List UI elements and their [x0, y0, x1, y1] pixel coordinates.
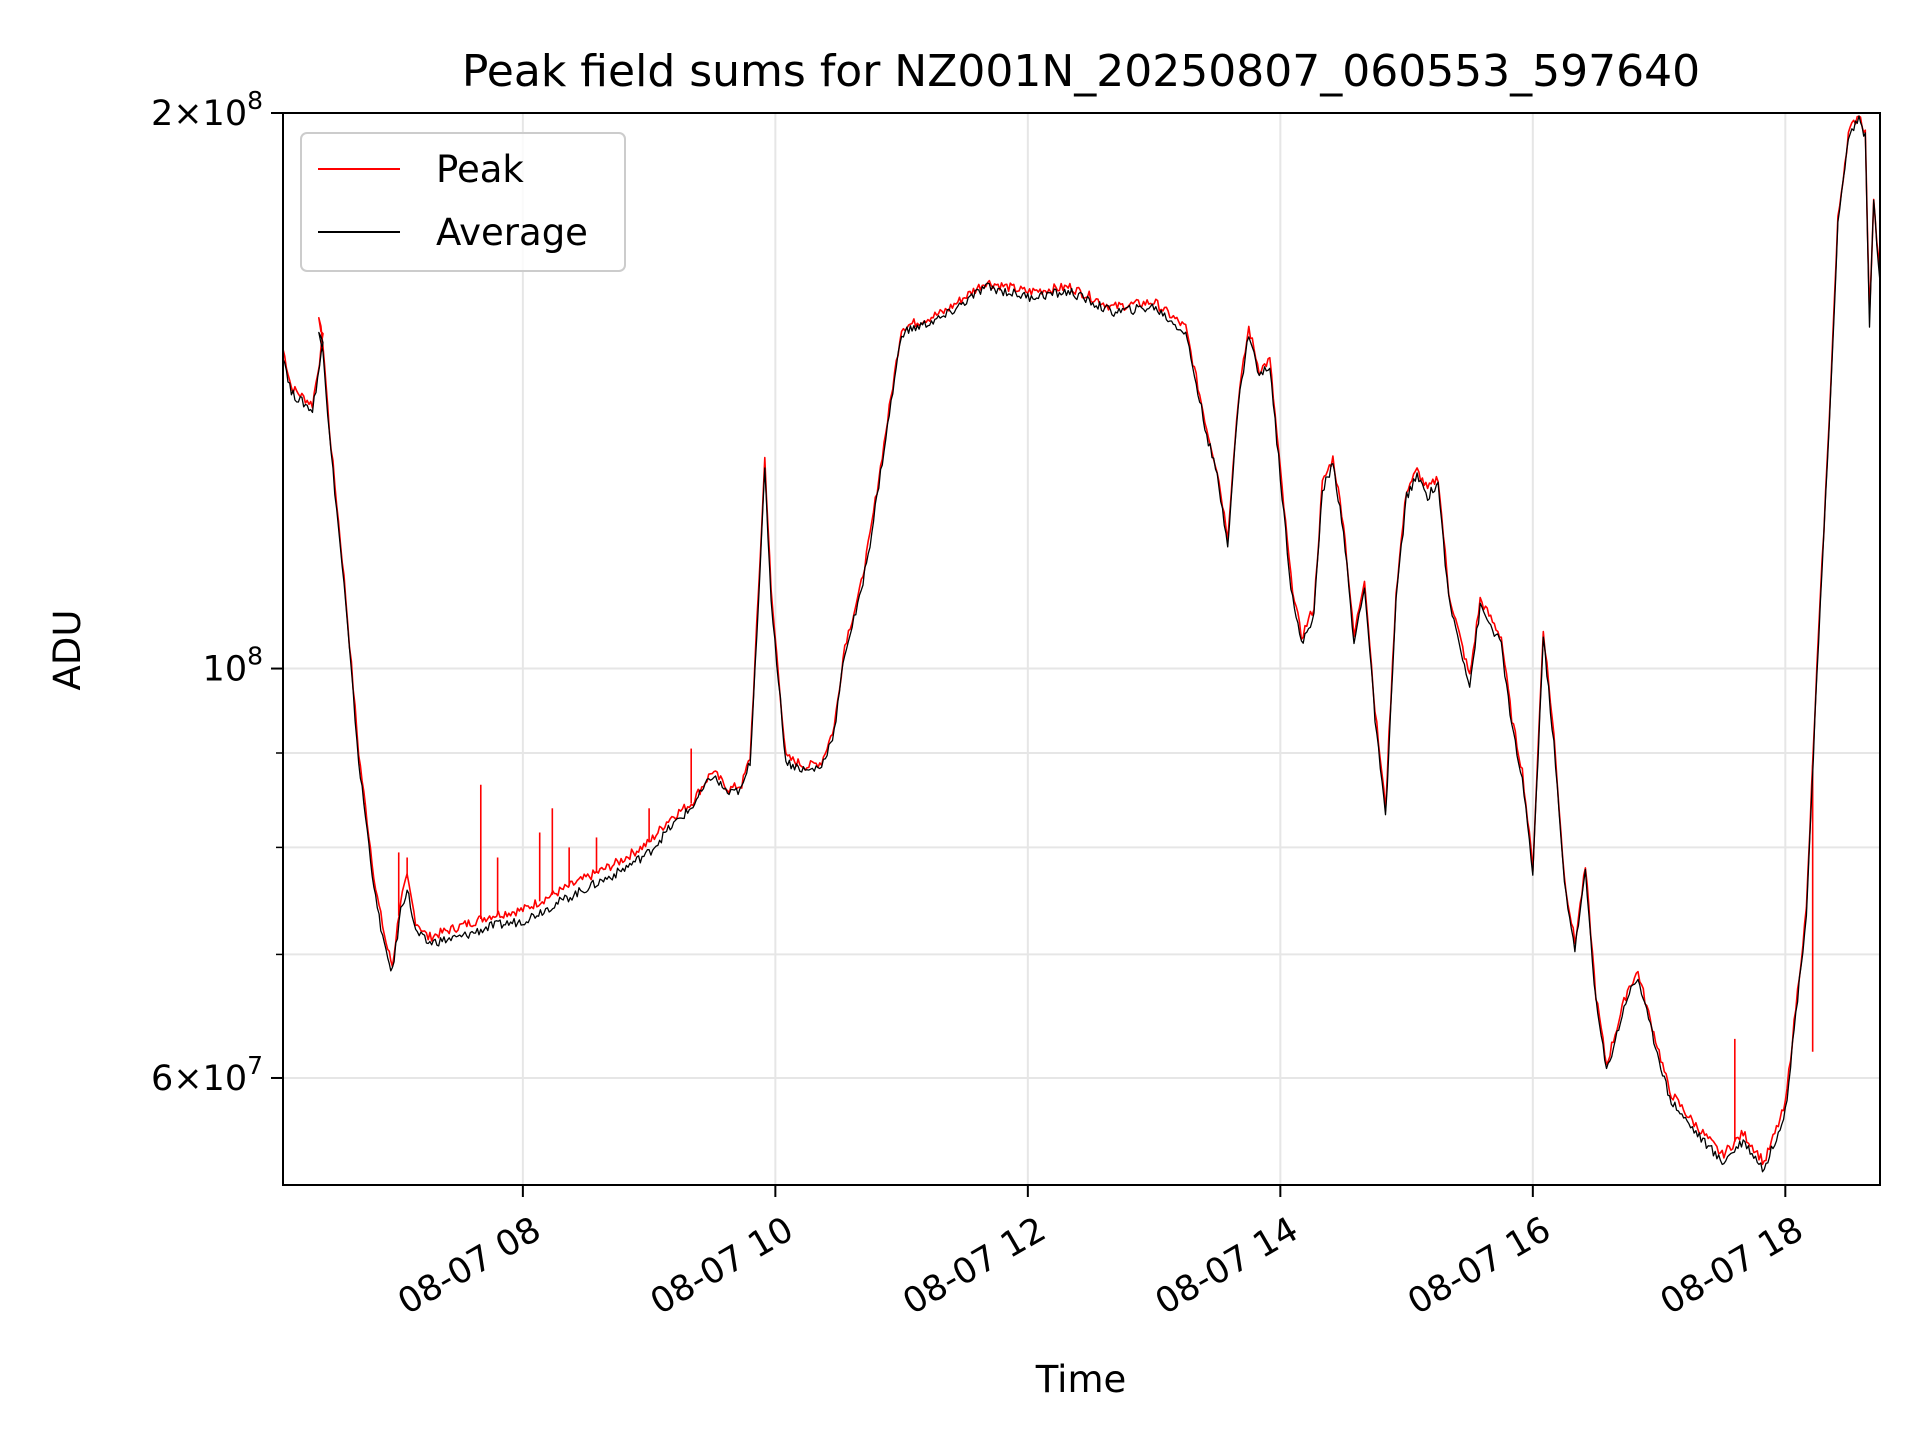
y-axis-label: ADU	[46, 610, 89, 691]
legend-label-peak: Peak	[436, 148, 524, 191]
plot-frame	[282, 112, 1881, 1186]
series-layer	[283, 115, 1880, 1173]
legend: Peak Average	[300, 132, 626, 272]
series-line-average	[283, 115, 1880, 1173]
y-tick-label: 2×108	[151, 86, 263, 134]
series-line-peak	[283, 115, 1880, 1166]
legend-box	[300, 132, 626, 272]
y-axis: 6×107 108 2×108	[151, 86, 283, 1099]
y-tick-label: 108	[203, 642, 263, 690]
x-axis-label: Time	[1035, 1358, 1127, 1401]
legend-label-average: Average	[436, 211, 588, 254]
chart-title: Peak field sums for NZ001N_20250807_0605…	[462, 46, 1700, 97]
y-tick-label: 6×107	[151, 1051, 263, 1099]
